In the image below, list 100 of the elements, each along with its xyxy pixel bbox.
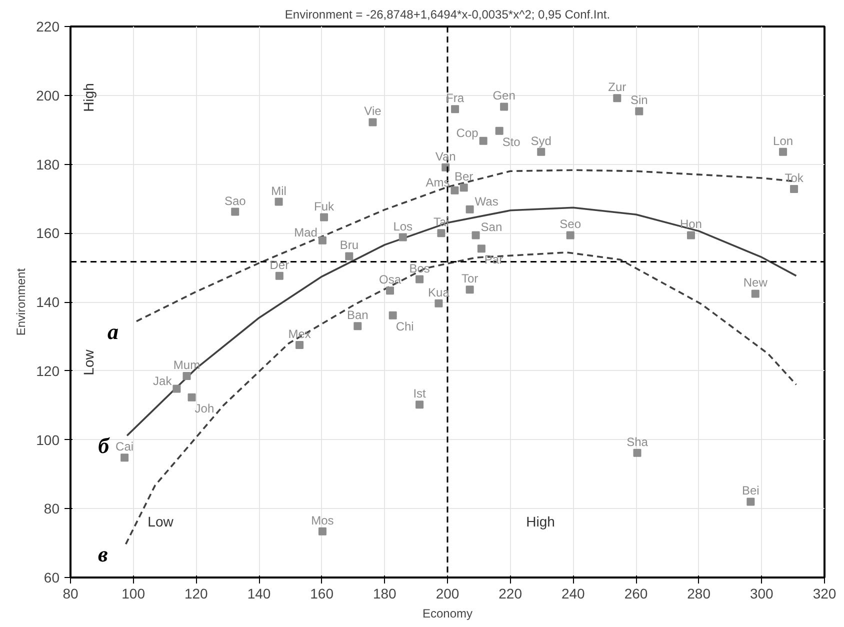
series-label: Mos	[311, 513, 334, 528]
point	[751, 290, 760, 298]
point	[613, 94, 622, 102]
point	[460, 184, 468, 192]
x-tick-label: 300	[750, 586, 774, 602]
series-label: Cop	[456, 126, 479, 140]
point	[635, 107, 644, 116]
point	[633, 448, 642, 457]
y-tick-label: 140	[36, 294, 60, 310]
series-label: Gen	[492, 88, 516, 103]
series-label: Lon	[773, 134, 794, 148]
point	[275, 272, 284, 280]
y-tick-label: 100	[36, 432, 60, 448]
series-label: Kua	[428, 285, 450, 300]
series-label: Sto	[502, 134, 521, 149]
series-label: Van	[435, 149, 456, 164]
x-tick-label: 220	[498, 586, 522, 602]
point	[686, 231, 695, 240]
point	[466, 205, 474, 214]
series-label: Cai	[116, 440, 134, 454]
point	[182, 372, 191, 380]
series-label: Bos	[409, 261, 430, 276]
x-tick-label: 240	[561, 586, 586, 602]
y-tick-label: 160	[36, 225, 60, 242]
point	[437, 229, 446, 238]
series-label: Fuk	[314, 199, 336, 214]
series-label: Syd	[530, 134, 552, 148]
series-label: Joh	[194, 401, 214, 416]
point	[746, 498, 755, 506]
series-label: Seo	[560, 217, 582, 232]
x-tick-label: 140	[247, 586, 271, 602]
annotation: High	[526, 514, 555, 530]
series-label: Tor	[461, 272, 478, 286]
x-axis-title: Economy	[422, 606, 473, 620]
point	[231, 208, 240, 216]
series-label: б	[98, 433, 110, 458]
y-tick-label: 80	[44, 500, 60, 517]
series-label: Tok	[784, 171, 804, 186]
series-label: Mil	[271, 184, 286, 198]
point	[451, 105, 460, 114]
x-tick-label: 180	[372, 586, 397, 602]
series-label: Hon	[680, 217, 702, 232]
annotation: High	[80, 83, 96, 112]
point	[416, 400, 424, 409]
point	[386, 286, 394, 295]
series-label: Mum	[173, 358, 200, 372]
x-tick-label: 260	[624, 586, 648, 602]
point	[416, 275, 424, 284]
x-tick-label: 100	[122, 586, 146, 602]
y-tick-label: 220	[36, 18, 60, 34]
point	[296, 341, 304, 350]
series-label: Sao	[224, 194, 246, 208]
point	[318, 236, 326, 244]
series-label: Chi	[396, 319, 414, 334]
y-axis-title: Environment	[14, 268, 28, 336]
series-label: Fra	[446, 91, 464, 106]
point	[434, 299, 443, 308]
x-tick-label: 320	[812, 586, 836, 602]
series-label: Was	[474, 194, 498, 208]
x-tick-label: 160	[310, 586, 334, 602]
point	[479, 136, 488, 145]
point	[466, 286, 474, 294]
point	[120, 454, 129, 462]
series-label: Zur	[608, 80, 626, 94]
annotation: Low	[148, 514, 174, 530]
point	[172, 384, 181, 393]
series-label: в	[98, 542, 108, 567]
point	[450, 186, 459, 194]
series-label: Mad	[294, 225, 318, 240]
series-label: San	[480, 220, 502, 234]
series-label: Los	[393, 219, 413, 234]
series-label: Vie	[364, 104, 382, 118]
point	[779, 148, 788, 156]
point	[388, 311, 397, 320]
point	[274, 198, 283, 206]
x-tick-label: 280	[687, 586, 711, 602]
series-label: a	[107, 318, 118, 344]
point	[368, 118, 377, 126]
point	[495, 126, 504, 135]
y-tick-label: 200	[36, 87, 60, 104]
series-label: Sha	[626, 434, 648, 449]
point	[188, 393, 196, 402]
series-label: Ams	[426, 175, 450, 190]
point	[345, 252, 354, 260]
point	[537, 148, 546, 156]
series-label: Ist	[413, 386, 427, 401]
x-tick-label: 80	[62, 586, 78, 602]
point	[477, 244, 486, 253]
chart-title: Environment = -26,8748+1,6494*x-0,0035*x^2; 0,95 Conf.Int.	[284, 8, 610, 22]
series-label: Ban	[346, 308, 368, 322]
series-label: Jak	[153, 374, 173, 388]
point	[318, 527, 326, 536]
y-tick-label: 180	[36, 156, 60, 172]
annotation: Low	[80, 348, 96, 376]
series-label: Bei	[742, 484, 760, 498]
point	[320, 213, 328, 222]
point	[398, 233, 407, 242]
series-label: Bru	[340, 238, 359, 252]
point	[790, 185, 798, 194]
x-tick-label: 120	[184, 586, 208, 602]
